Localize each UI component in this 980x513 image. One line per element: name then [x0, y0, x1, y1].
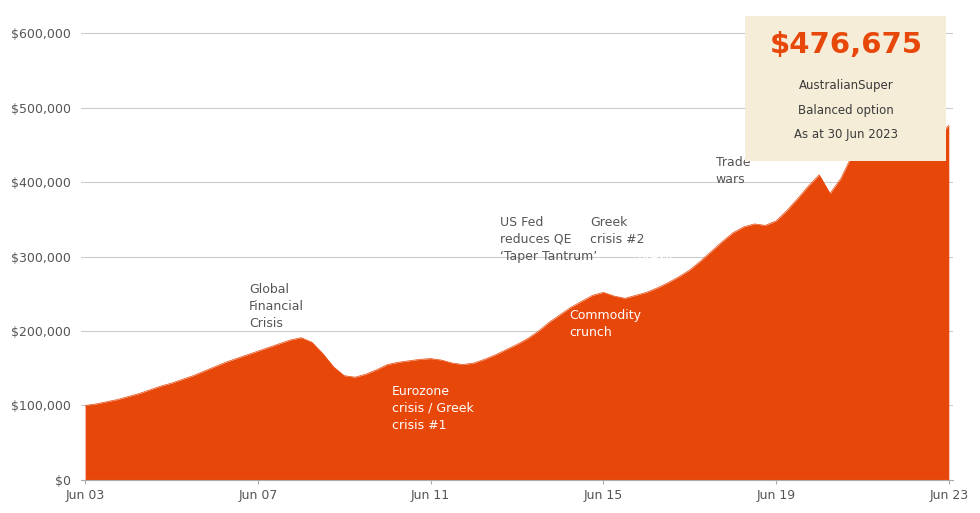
Text: Greek
crisis #2: Greek crisis #2: [590, 216, 645, 246]
FancyBboxPatch shape: [746, 16, 946, 161]
Text: Trade
wars: Trade wars: [715, 156, 750, 186]
Text: Commodity
crunch: Commodity crunch: [568, 309, 641, 339]
Text: $476,675: $476,675: [769, 31, 922, 59]
Text: As at 30 Jun 2023: As at 30 Jun 2023: [794, 128, 898, 142]
Text: Eurozone
crisis / Greek
crisis #1: Eurozone crisis / Greek crisis #1: [392, 385, 473, 431]
Text: US Fed
reduces QE
‘Taper Tantrum’: US Fed reduces QE ‘Taper Tantrum’: [500, 216, 597, 263]
Text: Brexit
vote: Brexit vote: [638, 251, 674, 282]
Text: Balanced option: Balanced option: [798, 104, 894, 117]
Text: Global
Financial
Crisis: Global Financial Crisis: [249, 283, 304, 330]
Text: AustralianSuper: AustralianSuper: [799, 79, 893, 92]
Text: COVID-19: COVID-19: [798, 115, 858, 128]
